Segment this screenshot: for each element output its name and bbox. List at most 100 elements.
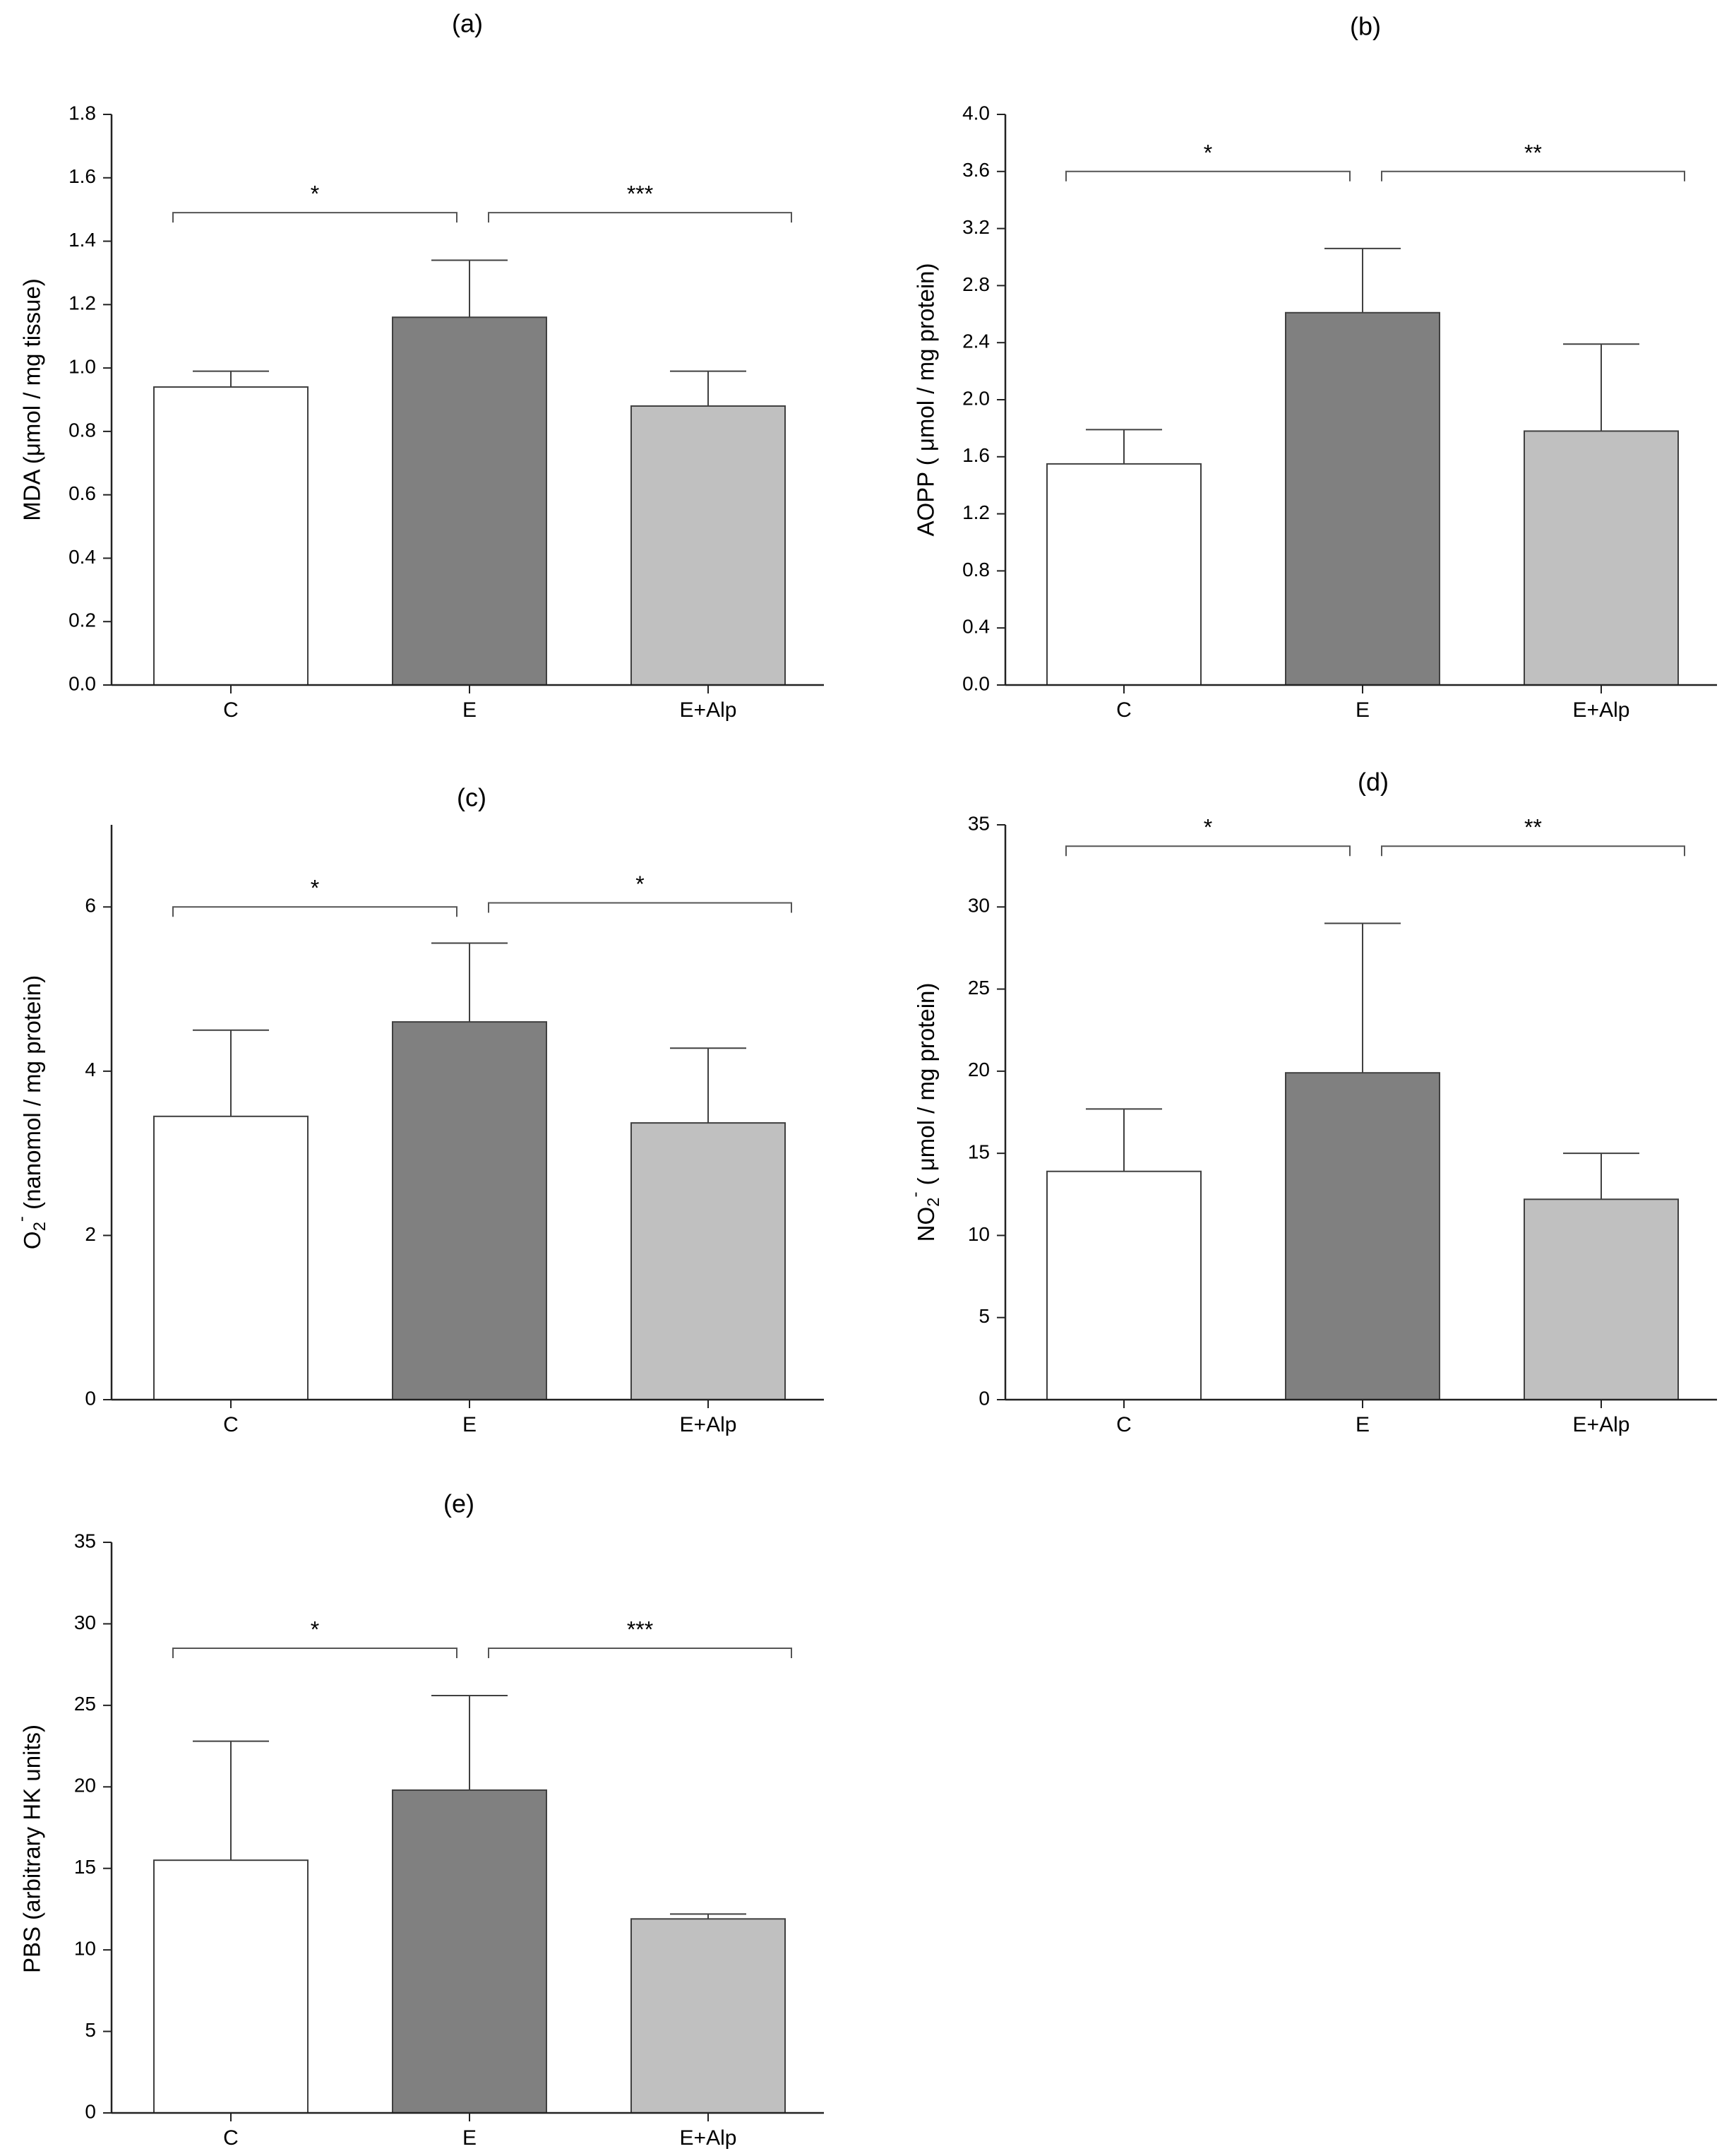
- x-tick-label: E: [462, 698, 477, 722]
- x-tick-label: E: [1356, 698, 1370, 722]
- y-tick-label: 1.0: [68, 356, 96, 378]
- bar-e: [1285, 311, 1440, 686]
- error-bar: [670, 370, 746, 406]
- y-tick-label: 30: [74, 1612, 96, 1633]
- y-tick-label: 0: [85, 2100, 96, 2122]
- significance-label: ***: [627, 181, 653, 207]
- significance-label: *: [311, 876, 319, 901]
- error-bar: [1324, 247, 1401, 313]
- x-tick-label: E: [462, 1413, 477, 1436]
- x-tick-label: E+Alp: [680, 1413, 737, 1436]
- bar-e-plus-alp: [630, 1918, 786, 2114]
- y-axis-label: NO2- ( μmol / mg protein): [906, 983, 943, 1242]
- error-bar: [670, 1913, 746, 1919]
- panel-title: (b): [1350, 12, 1381, 41]
- y-tick-label: 0.8: [68, 419, 96, 441]
- panel-e: (e) 0 5 10 15 20 25 30 35 C E E+Alp PBS (arbitrary H…: [19, 1489, 824, 2150]
- y-tick-label: 0.4: [68, 546, 96, 568]
- error-bar: [1324, 922, 1401, 1073]
- significance-bracket: **: [1381, 815, 1685, 857]
- y-tick-label: 5: [85, 2019, 96, 2041]
- significance-bracket: **: [1381, 140, 1685, 181]
- x-tick-label: C: [223, 1413, 239, 1436]
- error-bar: [1563, 343, 1639, 431]
- bar-e: [392, 1789, 547, 2114]
- bar-e: [392, 1021, 547, 1400]
- significance-label: ***: [627, 1617, 653, 1643]
- y-tick-label: 0.0: [962, 672, 990, 694]
- significance-bracket: *: [172, 181, 457, 223]
- error-bar: [1086, 429, 1162, 464]
- x-tick-label: E+Alp: [680, 2126, 737, 2150]
- y-tick-label: 6: [85, 895, 96, 917]
- error-bar: [1086, 1108, 1162, 1172]
- significance-bracket: *: [1065, 815, 1351, 857]
- error-bar: [193, 1029, 269, 1116]
- x-tick-label: E+Alp: [1573, 698, 1630, 722]
- y-tick-label: 2: [85, 1223, 96, 1245]
- bar-c: [153, 386, 309, 686]
- y-tick-label: 1.4: [68, 229, 96, 251]
- y-tick-label: 4.0: [962, 102, 990, 124]
- bar-c: [1046, 1170, 1202, 1400]
- error-bar: [1563, 1153, 1639, 1200]
- x-tick-label: C: [223, 2126, 239, 2150]
- error-bar: [431, 1695, 508, 1790]
- y-tick-label: 20: [968, 1059, 990, 1080]
- bar-e-plus-alp: [630, 1122, 786, 1401]
- significance-bracket: *: [172, 1617, 457, 1659]
- y-tick-label: 1.2: [68, 292, 96, 314]
- y-tick-label: 35: [968, 812, 990, 834]
- significance-bracket: *: [172, 876, 457, 917]
- significance-label: *: [635, 871, 644, 897]
- error-bar: [193, 370, 269, 388]
- bar-c: [1046, 463, 1202, 686]
- y-tick-label: 3.6: [962, 159, 990, 181]
- y-tick-label: 15: [74, 1856, 96, 1878]
- x-tick-label: E+Alp: [1573, 1413, 1630, 1436]
- x-tick-label: E: [462, 2126, 477, 2150]
- y-tick-label: 35: [74, 1530, 96, 1552]
- bar-e-plus-alp: [1524, 1198, 1679, 1400]
- panel-title: (a): [452, 9, 483, 38]
- y-tick-label: 2.8: [962, 273, 990, 295]
- y-axis-label: AOPP ( μmol / mg protein): [913, 263, 939, 536]
- y-tick-label: 1.6: [962, 444, 990, 466]
- x-tick-label: C: [1116, 1413, 1132, 1436]
- y-tick-label: 5: [979, 1305, 990, 1327]
- significance-label: *: [1204, 815, 1212, 840]
- y-tick-label: 1.2: [962, 501, 990, 523]
- y-tick-label: 2.0: [962, 387, 990, 409]
- y-tick-label: 25: [74, 1693, 96, 1715]
- significance-bracket: ***: [488, 1617, 792, 1659]
- x-tick-label: E+Alp: [680, 698, 737, 722]
- significance-label: *: [1204, 140, 1212, 165]
- y-tick-label: 0.4: [962, 616, 990, 638]
- significance-label: **: [1524, 140, 1542, 165]
- y-tick-label: 0.6: [68, 482, 96, 504]
- y-tick-label: 2.4: [962, 330, 990, 352]
- y-tick-label: 0: [979, 1387, 990, 1409]
- panel-c: (c) 0 2 4 6 C E E+Alp O2- (nanomol / mg protein)…: [12, 783, 824, 1436]
- y-tick-label: 1.6: [68, 165, 96, 187]
- panel-d: (d) 0 5 10 15 20 25 30 35 C E E+Alp NO2- ( μmol / mg…: [906, 768, 1717, 1436]
- x-tick-label: C: [1116, 698, 1132, 722]
- bar-e: [392, 316, 547, 686]
- significance-label: *: [311, 181, 319, 207]
- error-bar: [670, 1047, 746, 1124]
- y-tick-label: 10: [74, 1938, 96, 1960]
- x-tick-label: C: [223, 698, 239, 722]
- y-axis-label: MDA (μmol / mg tissue): [19, 278, 45, 521]
- y-tick-label: 0.2: [68, 609, 96, 631]
- significance-bracket: *: [488, 871, 792, 913]
- panel-title: (d): [1358, 768, 1389, 797]
- significance-label: *: [311, 1617, 319, 1643]
- bar-e-plus-alp: [1524, 430, 1679, 686]
- y-tick-label: 4: [85, 1059, 96, 1080]
- y-tick-label: 25: [968, 977, 990, 999]
- y-tick-label: 20: [74, 1775, 96, 1797]
- panel-b: (b) 0.0 0.4 0.8 1.2 1.6 2.0 2.4 2.8 3.2 3.6 4.0 C E E+…: [913, 12, 1717, 722]
- y-axis-label: O2- (nanomol / mg protein): [12, 975, 49, 1249]
- y-axis-label: PBS (arbitrary HK units): [19, 1725, 45, 1973]
